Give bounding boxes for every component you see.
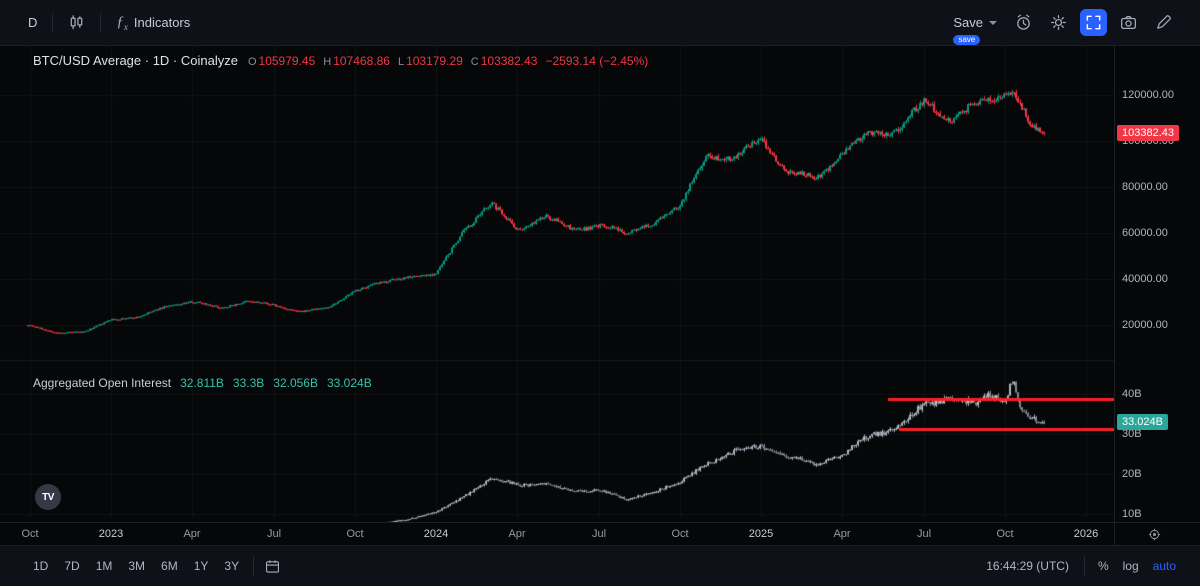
interval-button[interactable]: D [20, 10, 45, 35]
time-tick-label: Jul [591, 528, 607, 540]
toolbar-divider [1083, 556, 1085, 576]
time-tick-label: Jul [266, 528, 282, 540]
price-tick-label: 40000.00 [1122, 273, 1168, 285]
pen-icon [1157, 15, 1171, 29]
time-tick-label: Oct [996, 528, 1014, 540]
toolbar-divider [100, 12, 102, 33]
draw-button[interactable] [1150, 9, 1177, 36]
open-value: 105979.45 [258, 54, 316, 68]
range-button-3y[interactable]: 3Y [217, 555, 246, 577]
oi-tick-label: 30B [1122, 428, 1142, 440]
candlestick-icon [71, 15, 83, 30]
range-button-6m[interactable]: 6M [154, 555, 185, 577]
price-tick-label: 120000.00 [1122, 89, 1174, 101]
alert-clock-button[interactable] [1010, 9, 1037, 36]
chart-controls-left: D ƒx Indicators [20, 9, 198, 37]
fx-indicator-icon: ƒx [116, 13, 128, 32]
auto-scale-button[interactable]: auto [1147, 555, 1182, 577]
time-tick-label: 2024 [423, 528, 449, 540]
oi-value-badge: 33.024B [1117, 414, 1168, 430]
chart-area[interactable]: BTC/USD Average · 1D · Coinalyze O 105979… [0, 46, 1114, 522]
chart-type-button[interactable] [63, 9, 90, 36]
open-interest-legend: Aggregated Open Interest 32.811B 33.3B 3… [33, 376, 372, 390]
symbol-legend: BTC/USD Average · 1D · Coinalyze O 105979… [33, 53, 648, 68]
price-tick-label: 60000.00 [1122, 227, 1168, 239]
percent-scale-button[interactable]: % [1092, 555, 1115, 577]
price-scale[interactable]: 120000.00 100000.00 80000.00 60000.00 40… [1114, 46, 1200, 545]
tradingview-logo[interactable]: TV [35, 484, 61, 510]
ohlc-values: O 105979.45 H 107468.86 L 103179.29 C 103382… [248, 54, 648, 68]
time-tick-label: Apr [183, 528, 201, 540]
calendar-icon [266, 559, 280, 573]
oi-tick-label: 20B [1122, 468, 1142, 480]
chevron-down-icon [989, 20, 997, 25]
range-button-1d[interactable]: 1D [26, 555, 55, 577]
symbol-title[interactable]: BTC/USD Average · 1D · Coinalyze [33, 53, 238, 68]
range-button-1y[interactable]: 1Y [187, 555, 216, 577]
screenshot-button[interactable] [1115, 9, 1142, 36]
low-label: L [397, 56, 405, 68]
change-value: −2593.14 (−2.45%) [545, 54, 649, 68]
fullscreen-button[interactable] [1080, 9, 1107, 36]
oi-close-value: 33.024B [327, 376, 372, 390]
time-tick-label: Oct [346, 528, 364, 540]
time-tick-label: Jul [916, 528, 932, 540]
top-toolbar: D ƒx Indicators Save save [0, 0, 1200, 46]
camera-icon [1121, 15, 1136, 30]
time-tick-label: 2026 [1073, 528, 1099, 540]
time-axis[interactable]: Oct 2023 Apr Jul Oct 2024 Apr Jul Oct 20… [0, 522, 1114, 545]
gear-icon [1051, 15, 1066, 30]
range-button-3m[interactable]: 3M [121, 555, 152, 577]
go-to-date-button[interactable] [261, 555, 284, 578]
oi-open-value: 32.811B [180, 376, 224, 390]
bottom-toolbar: 1D 7D 1M 3M 6M 1Y 3Y 16:44:29 (UTC) % lo… [0, 545, 1200, 586]
crosshair-target-icon[interactable] [1147, 527, 1162, 542]
range-selector: 1D 7D 1M 3M 6M 1Y 3Y [26, 555, 284, 578]
indicators-label: Indicators [133, 15, 191, 30]
scale-controls: 16:44:29 (UTC) % log auto [986, 555, 1182, 577]
price-tick-label: 80000.00 [1122, 181, 1168, 193]
range-button-7d[interactable]: 7D [57, 555, 86, 577]
open-label: O [247, 56, 257, 68]
oi-indicator-title[interactable]: Aggregated Open Interest [33, 376, 172, 390]
time-tick-label: 2023 [98, 528, 124, 540]
price-oi-chart-canvas[interactable] [0, 46, 1114, 522]
close-label: C [470, 56, 479, 68]
fullscreen-expand-icon [1086, 15, 1101, 30]
chart-controls-right: Save save [945, 9, 1180, 45]
oi-high-value: 33.3B [232, 376, 265, 390]
oi-low-value: 32.056B [273, 376, 318, 390]
axis-corner-divider [1115, 522, 1200, 523]
price-tick-label: 20000.00 [1122, 319, 1168, 331]
time-tick-label: Apr [508, 528, 526, 540]
tradingview-logo-glyph: TV [42, 491, 54, 503]
time-tick-label: Oct [21, 528, 39, 540]
time-tick-label: 2025 [748, 528, 774, 540]
settings-button[interactable] [1045, 9, 1072, 36]
clock-utc[interactable]: 16:44:29 (UTC) [986, 559, 1069, 573]
oi-tick-label: 10B [1122, 508, 1142, 520]
alarm-clock-icon [1017, 14, 1030, 30]
close-value: 103382.43 [480, 54, 538, 68]
toolbar-divider [253, 556, 255, 576]
low-value: 103179.29 [406, 54, 463, 68]
last-price-badge: 103382.43 [1117, 125, 1179, 141]
high-value: 107468.86 [333, 54, 390, 68]
indicators-button[interactable]: ƒx Indicators [108, 9, 198, 37]
range-button-1m[interactable]: 1M [89, 555, 120, 577]
oi-tick-label: 40B [1122, 388, 1142, 400]
save-control[interactable]: Save save [945, 11, 1005, 45]
time-tick-label: Oct [671, 528, 689, 540]
toolbar-divider [52, 12, 54, 33]
save-label: Save [953, 15, 983, 30]
log-scale-button[interactable]: log [1117, 555, 1145, 577]
save-status-badge: save [953, 35, 981, 45]
high-label: H [323, 56, 332, 68]
time-tick-label: Apr [833, 528, 851, 540]
